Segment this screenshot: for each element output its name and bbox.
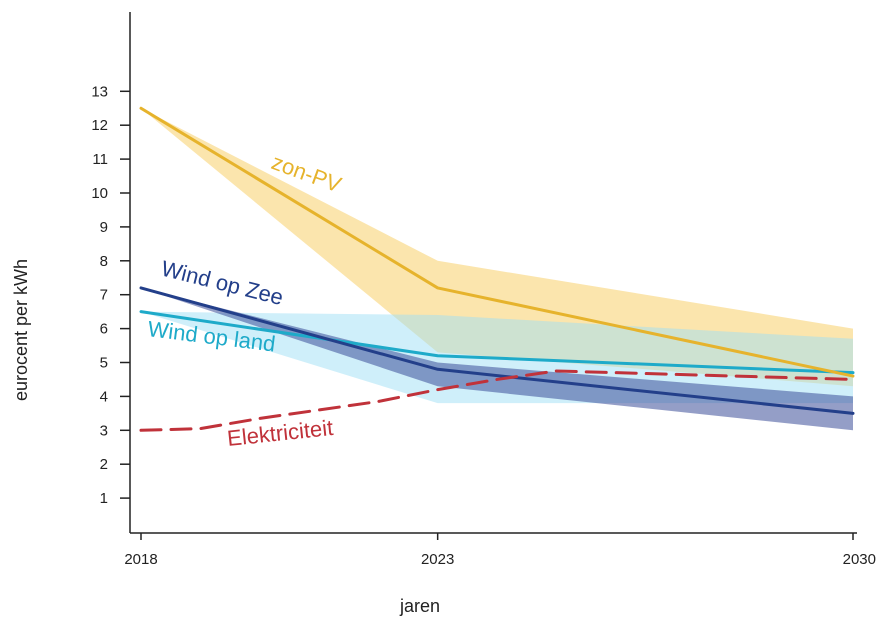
y-tick-label-8: 8 — [100, 253, 108, 270]
x-ticks: 2018 2023 2030 — [124, 533, 876, 568]
series-label-wind-op-zee: Wind op Zee — [159, 256, 286, 310]
y-tick-label-4: 4 — [100, 388, 108, 405]
y-tick-label-10: 10 — [91, 185, 108, 202]
x-tick-label-2018: 2018 — [124, 551, 157, 568]
line-wind-op-zee — [139, 286, 855, 415]
y-tick-label-12: 12 — [91, 117, 108, 134]
x-tick-label-2023: 2023 — [421, 551, 454, 568]
uncertainty-bands — [141, 108, 853, 431]
line-wind-op-land — [139, 310, 855, 375]
series-lines — [139, 106, 855, 432]
y-tick-label-3: 3 — [100, 422, 108, 439]
band-zon-pv — [141, 108, 853, 387]
y-tick-label-2: 2 — [100, 456, 108, 473]
line-elektriciteit — [139, 369, 855, 432]
y-tick-label-13: 13 — [91, 83, 108, 100]
axes — [129, 12, 857, 534]
y-tick-label-7: 7 — [100, 287, 108, 304]
y-tick-label-11: 11 — [92, 151, 108, 168]
x-axis-title: jaren — [399, 596, 440, 616]
y-axis-title: eurocent per kWh — [11, 259, 31, 401]
y-tick-label-6: 6 — [100, 321, 108, 338]
x-tick-label-2030: 2030 — [843, 551, 876, 568]
line-zon-pv — [139, 106, 855, 378]
y-tick-label-5: 5 — [100, 355, 108, 372]
y-tick-label-1: 1 — [100, 490, 108, 507]
y-tick-label-9: 9 — [100, 219, 108, 236]
